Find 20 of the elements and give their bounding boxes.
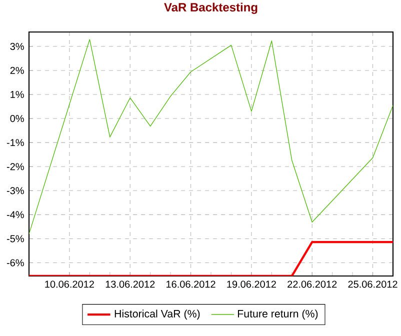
x-tick-label: 19.06.2012 bbox=[227, 280, 276, 288]
x-tick-label: 16.06.2012 bbox=[166, 280, 216, 288]
x-tick-label: 25.06.2012 bbox=[348, 280, 398, 288]
y-tick-label: 1% bbox=[10, 90, 24, 98]
y-tick-label: -4% bbox=[6, 211, 24, 218]
y-tick-label: -1% bbox=[6, 139, 24, 146]
y-tick-label: 0% bbox=[10, 114, 24, 122]
y-tick-label: -5% bbox=[6, 235, 24, 242]
legend-label: Future return (%) bbox=[238, 310, 318, 320]
legend-label: Historical VaR (%) bbox=[114, 310, 200, 320]
y-tick-label: 2% bbox=[10, 66, 24, 74]
x-tick-label: 13.06.2012 bbox=[106, 280, 155, 288]
x-tick-label: 10.06.2012 bbox=[45, 280, 94, 288]
y-tick-label: -6% bbox=[6, 259, 24, 266]
y-tick-label: 3% bbox=[10, 42, 24, 50]
line-series bbox=[29, 39, 393, 234]
chart-title: VaR Backtesting bbox=[164, 2, 258, 14]
x-tick-label: 22.06.2012 bbox=[288, 280, 337, 288]
y-tick-label: -2% bbox=[6, 163, 24, 170]
y-tick-label: -3% bbox=[6, 187, 24, 194]
